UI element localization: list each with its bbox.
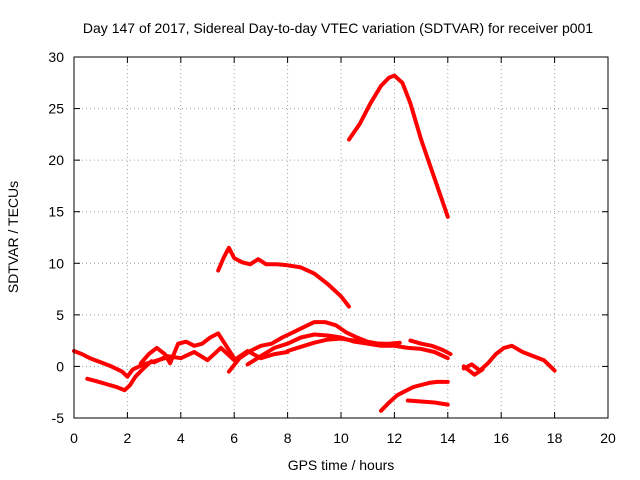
x-tick-label: 10: [333, 430, 349, 446]
tick-layer: 0 2 4 6 8 10 12 14 16 18 20 -5 0 5 10 15 20 25 30: [48, 49, 616, 446]
grid-layer: [74, 57, 608, 418]
series-arc-end: [461, 343, 557, 373]
series-arc-high-peak: [347, 73, 450, 219]
x-tick-label: 4: [177, 430, 185, 446]
series-arc-end-low: [461, 364, 485, 377]
x-tick-label: 16: [493, 430, 509, 446]
x-tick-label: 0: [70, 430, 78, 446]
x-tick-label: 14: [440, 430, 456, 446]
series-arc-mid: [216, 245, 351, 309]
y-tick-label: 15: [48, 204, 64, 220]
series-arc-wave-b: [152, 345, 290, 365]
y-tick-label: 25: [48, 101, 64, 117]
series-arc-low-early: [85, 359, 154, 393]
x-axis-label: GPS time / hours: [288, 457, 395, 473]
y-tick-label: 0: [56, 358, 64, 374]
x-tick-label: 2: [124, 430, 132, 446]
x-tick-label: 18: [547, 430, 563, 446]
series-arc-low-flat: [405, 398, 450, 407]
x-tick-label: 20: [600, 430, 616, 446]
y-tick-label: 30: [48, 49, 64, 65]
y-tick-label: -5: [52, 410, 65, 426]
series-layer: [72, 73, 557, 413]
series-arc-late: [408, 338, 453, 357]
y-axis-label: SDTVAR / TECUs: [5, 181, 21, 293]
series-arc-wave-e: [285, 336, 397, 353]
series-arc-lowest: [379, 379, 450, 413]
x-tick-label: 8: [284, 430, 292, 446]
chart-title: Day 147 of 2017, Sidereal Day-to-day VTE…: [83, 20, 593, 36]
y-tick-label: 20: [48, 152, 64, 168]
series-arc-wave-c: [226, 320, 402, 374]
x-tick-label: 12: [387, 430, 403, 446]
series-arc-wave-a: [138, 331, 237, 366]
x-tick-label: 6: [230, 430, 238, 446]
y-tick-label: 5: [56, 307, 64, 323]
y-tick-label: 10: [48, 255, 64, 271]
